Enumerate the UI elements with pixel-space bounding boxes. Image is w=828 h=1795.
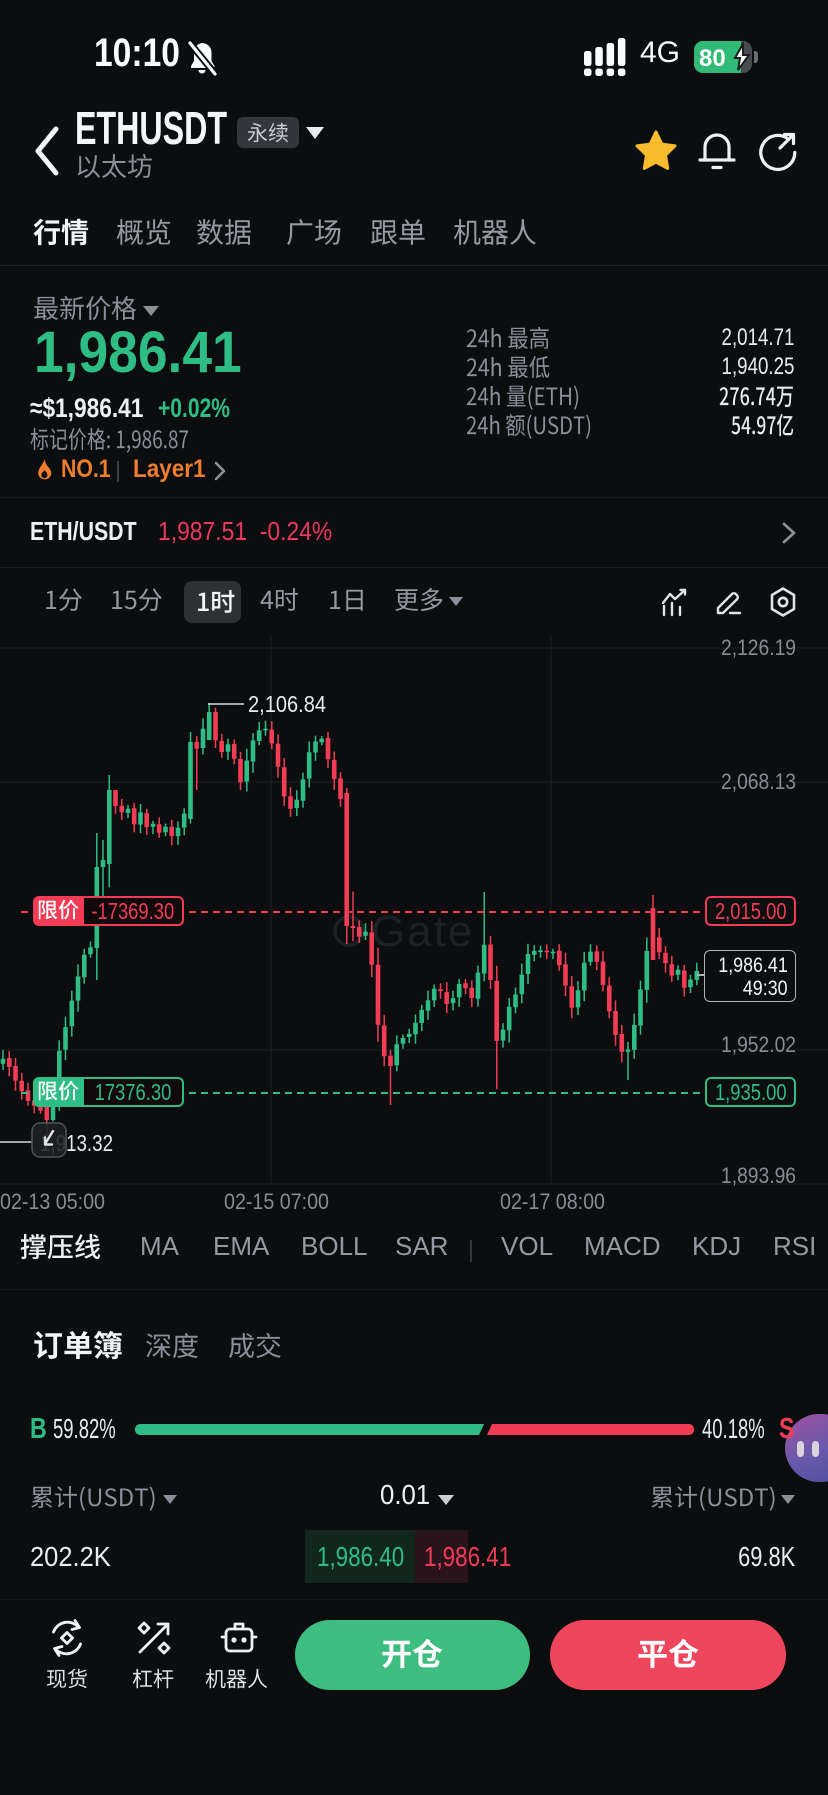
svg-text:2,106.84: 2,106.84 [248, 691, 326, 717]
svg-text:2,068.13: 2,068.13 [721, 769, 796, 794]
svg-text:02-15 07:00: 02-15 07:00 [224, 1189, 329, 1214]
svg-text:2,126.19: 2,126.19 [721, 635, 796, 660]
svg-text:02-17 08:00: 02-17 08:00 [500, 1189, 605, 1214]
svg-text:1,893.96: 1,893.96 [721, 1163, 796, 1188]
svg-text:02-13 05:00: 02-13 05:00 [0, 1189, 105, 1214]
svg-text:1,952.02: 1,952.02 [721, 1032, 796, 1057]
svg-text:Gate: Gate [371, 907, 474, 956]
